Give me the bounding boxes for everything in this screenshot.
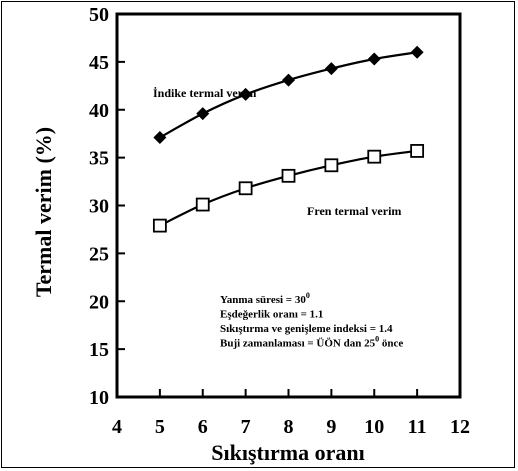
data-point-diamond (410, 45, 424, 59)
y-tick-label: 30 (89, 196, 109, 218)
y-tick-label: 50 (89, 4, 109, 26)
x-tick-label: 12 (450, 416, 470, 438)
x-tick-label: 11 (408, 416, 427, 438)
data-point-diamond (239, 87, 253, 101)
y-tick-label: 45 (89, 52, 109, 74)
annotation-text: Sıkıştırma ve genişleme indeksi = 1.4 (220, 323, 393, 335)
x-tick-label: 10 (364, 416, 384, 438)
y-tick-label: 25 (89, 243, 109, 265)
annotation-superscript: 0 (375, 335, 379, 344)
data-point-square (195, 197, 210, 212)
data-point-diamond (196, 107, 210, 121)
annotation-text: Buji zamanlaması = ÜÖN dan 25 (220, 337, 376, 350)
data-point-square (281, 168, 296, 183)
x-tick-label: 8 (284, 416, 294, 438)
series-label-fren: Fren termal verim (307, 204, 401, 218)
annotation-line: Sıkıştırma ve genişleme indeksi = 1.4 (220, 323, 393, 335)
data-point-diamond (153, 131, 167, 145)
data-point-square (367, 149, 382, 164)
y-axis-title: Termal verim (%) (31, 127, 56, 297)
x-axis-title: Sıkıştırma oranı (211, 440, 364, 465)
data-point-square (152, 218, 167, 233)
y-tick-label: 15 (89, 339, 109, 361)
x-tick-label: 6 (198, 416, 208, 438)
x-tick-label: 4 (112, 416, 122, 438)
annotation-line: Yanma süresi = 300 (220, 291, 310, 306)
data-point-square (238, 181, 253, 196)
annotation-text: Yanma süresi = 30 (220, 294, 306, 306)
annotation-text: Eşdeğerlik oranı = 1.1 (220, 309, 323, 321)
data-point-square (324, 158, 339, 173)
annotation-line: Eşdeğerlik oranı = 1.1 (220, 309, 323, 321)
series-label-indike: İndike termal verim (153, 86, 256, 100)
annotation-line: Buji zamanlaması = ÜÖN dan 250 önce (220, 335, 403, 350)
data-point-diamond (367, 52, 381, 66)
y-tick-label: 40 (89, 100, 109, 122)
x-tick-label: 5 (155, 416, 165, 438)
y-tick-label: 20 (89, 291, 109, 313)
x-tick-label: 7 (241, 416, 251, 438)
series-markers (152, 45, 425, 233)
annotation-superscript: 0 (306, 291, 310, 300)
annotation-text: önce (379, 338, 403, 350)
data-point-square (410, 144, 425, 158)
data-point-diamond (324, 62, 338, 76)
y-tick-label: 35 (89, 148, 109, 170)
x-tick-label: 9 (326, 416, 336, 438)
y-tick-label: 10 (89, 387, 109, 409)
data-point-diamond (282, 73, 295, 87)
